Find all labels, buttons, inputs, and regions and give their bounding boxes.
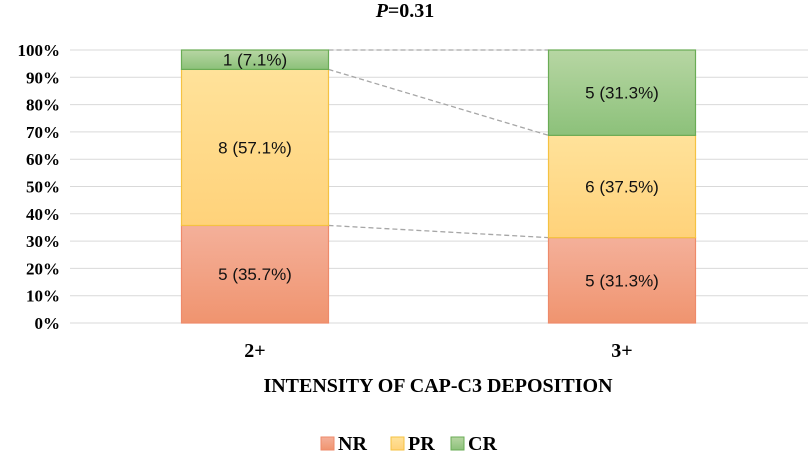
legend-label-pr: PR xyxy=(408,433,435,455)
data-label: 1 (7.1%) xyxy=(223,51,287,70)
bar-segment-pr xyxy=(180,68,330,227)
bar-segment-cr xyxy=(180,49,330,71)
x-tick-label: 3+ xyxy=(611,340,632,362)
y-tick-label: 80% xyxy=(26,96,60,115)
y-tick-label: 10% xyxy=(26,287,60,306)
bar-segment-cr xyxy=(547,49,697,136)
y-tick-label: 40% xyxy=(26,205,60,224)
x-axis-label: INTENSITY OF CAP-C3 DEPOSITION xyxy=(263,375,613,397)
x-axis-ticks: 2+ 3+ xyxy=(244,340,632,362)
chart-title-value: =0.31 xyxy=(388,0,434,22)
y-tick-label: 20% xyxy=(26,259,60,278)
legend-label-cr: CR xyxy=(468,433,497,455)
bar-segment-nr xyxy=(547,237,697,324)
gridlines xyxy=(70,49,808,324)
y-tick-label: 50% xyxy=(26,178,60,197)
legend-swatch-pr xyxy=(390,436,405,451)
y-axis-ticks: 0% 10% 20% 30% 40% 50% 60% 70% 80% 90% 100% xyxy=(18,41,61,333)
chart-title-p: P xyxy=(375,0,389,22)
y-tick-label: 30% xyxy=(26,232,60,251)
y-tick-label: 100% xyxy=(18,41,61,60)
connector-line xyxy=(328,68,549,136)
data-label: 5 (31.3%) xyxy=(585,271,659,290)
bars: 5 (35.7%) 8 (57.1%) 1 (7.1%) 5 (31.3%) 6 (37… xyxy=(180,49,697,324)
y-tick-label: 60% xyxy=(26,150,60,169)
x-tick-label: 2+ xyxy=(244,340,265,362)
y-tick-label: 0% xyxy=(35,314,61,333)
data-label: 5 (35.7%) xyxy=(218,265,292,284)
connector-lines xyxy=(328,49,549,239)
data-label: 8 (57.1%) xyxy=(218,138,292,157)
connector-line xyxy=(328,224,549,239)
data-label: 5 (31.3%) xyxy=(585,84,659,103)
chart-title: P=0.31 xyxy=(375,0,435,22)
data-label: 6 (37.5%) xyxy=(585,178,659,197)
legend: NR PR CR xyxy=(320,433,497,455)
y-tick-label: 90% xyxy=(26,68,60,87)
legend-swatch-nr xyxy=(320,436,335,451)
bar-segment-nr xyxy=(180,224,330,324)
legend-label-nr: NR xyxy=(338,433,367,455)
y-tick-label: 70% xyxy=(26,123,60,142)
legend-swatch-cr xyxy=(450,436,465,451)
